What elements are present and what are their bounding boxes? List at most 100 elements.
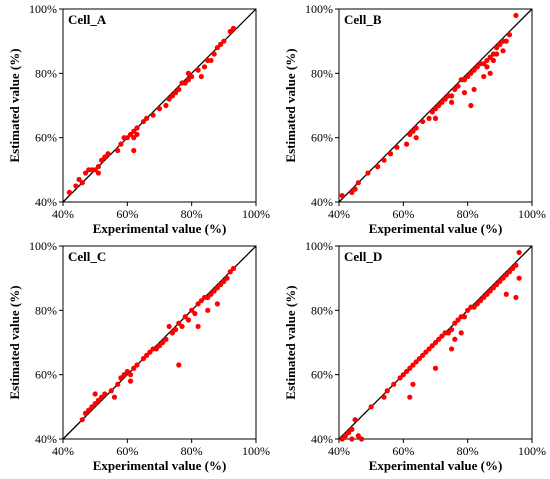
data-point — [387, 151, 394, 157]
data-point — [189, 307, 195, 313]
data-point — [185, 77, 192, 83]
data-point — [182, 80, 188, 86]
data-point — [513, 12, 519, 19]
data-point — [124, 135, 130, 141]
data-point — [410, 381, 416, 387]
data-point — [468, 70, 474, 76]
data-point — [118, 141, 124, 147]
data-point — [195, 323, 201, 330]
data-point — [102, 391, 108, 397]
data-point — [355, 180, 361, 186]
data-point — [481, 61, 487, 67]
data-point — [118, 375, 124, 381]
data-point — [484, 64, 490, 70]
data-point — [375, 164, 381, 170]
plot-frame — [62, 245, 257, 440]
x-axis-title: Experimental value (%) — [93, 458, 227, 473]
x-tick-label: 60% — [392, 444, 414, 458]
x-tick-label: 100% — [518, 207, 546, 221]
panel-c: 40%40% 60% 60% 80% 80% 100% 100% Cell_C Experime… — [7, 239, 270, 473]
data-point — [224, 275, 230, 281]
data-point — [397, 375, 403, 381]
data-point — [111, 394, 118, 400]
data-point — [198, 298, 204, 304]
data-point — [95, 170, 101, 176]
data-point — [176, 362, 182, 368]
data-point — [131, 147, 137, 154]
data-point — [86, 407, 92, 413]
plot-frame — [62, 8, 257, 203]
data-point — [381, 394, 387, 400]
data-point — [99, 157, 105, 163]
data-point — [455, 317, 461, 323]
x-tick-label: 80% — [457, 444, 479, 458]
data-point — [458, 330, 464, 336]
data-point — [484, 291, 490, 297]
data-point — [503, 272, 509, 278]
y-tick-label: 40% — [35, 432, 57, 446]
data-point — [131, 128, 137, 134]
data-point — [115, 147, 121, 154]
data-point — [484, 57, 490, 64]
x-tick-label: 80% — [181, 444, 203, 458]
panel-a: 40%40% 60% 60% 80% 80% 100% 100% Cell_A Experime… — [7, 2, 270, 236]
panel-label: Cell_B — [344, 12, 382, 27]
reference-line — [338, 8, 533, 203]
data-point — [95, 164, 101, 170]
data-point — [420, 352, 426, 358]
data-point — [79, 180, 85, 186]
x-axis-title: Experimental value (%) — [369, 458, 503, 473]
data-point — [131, 135, 137, 141]
data-point — [432, 106, 439, 112]
data-point — [95, 397, 101, 403]
data-point — [73, 183, 79, 189]
data-point — [445, 330, 451, 336]
data-point — [368, 404, 374, 410]
data-point — [471, 67, 477, 73]
data-point — [429, 343, 435, 349]
data-point — [413, 135, 419, 141]
y-axis-title: Estimated value (%) — [7, 48, 22, 162]
data-point — [79, 417, 85, 423]
data-point — [513, 294, 519, 301]
data-point — [403, 141, 410, 147]
data-point — [156, 106, 163, 112]
data-point — [510, 265, 516, 272]
data-point — [134, 131, 140, 138]
x-axis-title: Experimental value (%) — [369, 221, 503, 236]
y-axis-title: Estimated value (%) — [283, 48, 298, 162]
y-tick-label: 60% — [35, 368, 57, 382]
data-point — [465, 307, 471, 313]
data-point — [513, 262, 519, 268]
data-point — [407, 365, 413, 371]
data-point — [442, 96, 448, 102]
data-point — [448, 99, 455, 105]
data-point — [134, 362, 140, 368]
data-point — [153, 346, 159, 352]
data-point — [201, 64, 208, 70]
data-point — [214, 45, 220, 51]
data-point — [127, 378, 134, 384]
data-point — [89, 404, 95, 410]
data-point — [355, 433, 361, 439]
y-tick-label: 100% — [29, 239, 57, 253]
data-point — [497, 278, 503, 284]
data-point — [490, 285, 496, 291]
data-point — [365, 170, 371, 176]
data-point — [227, 28, 233, 35]
data-point — [436, 102, 442, 109]
data-point — [147, 349, 153, 355]
x-tick-label: 40% — [328, 207, 350, 221]
data-point — [439, 99, 445, 105]
data-point — [172, 90, 179, 96]
data-point — [410, 128, 416, 134]
data-point — [92, 167, 98, 173]
x-tick-label: 60% — [116, 444, 138, 458]
data-point — [102, 154, 108, 160]
data-point — [150, 112, 156, 118]
data-point — [413, 125, 419, 131]
data-point — [140, 118, 147, 125]
data-point — [403, 368, 410, 375]
data-point — [477, 298, 484, 304]
data-point — [205, 307, 211, 313]
